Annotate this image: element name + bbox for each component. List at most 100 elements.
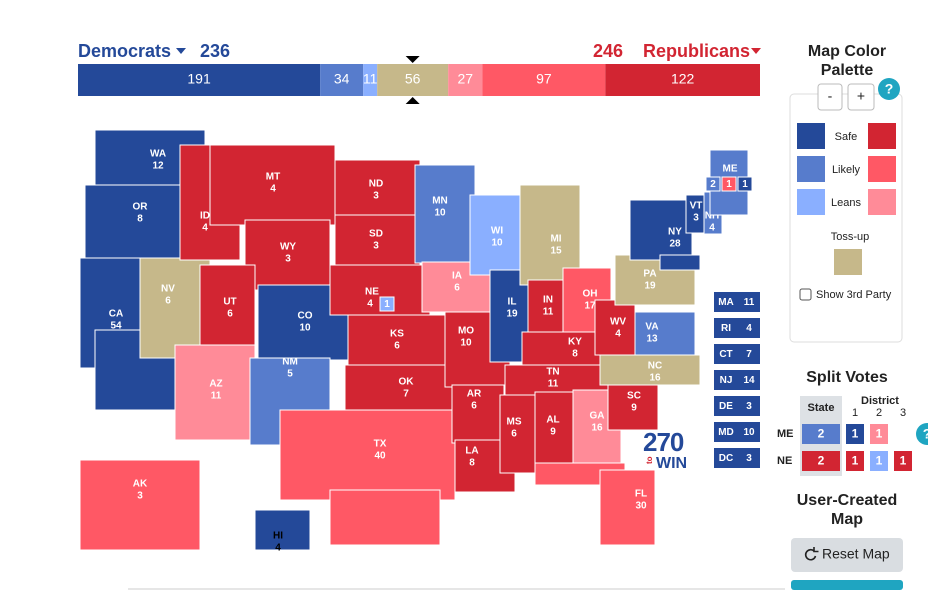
split-cell[interactable] <box>846 424 864 444</box>
rep-label[interactable]: Republicans <box>643 41 750 61</box>
small-state-box[interactable] <box>714 344 760 364</box>
state[interactable]: AK3 <box>79 459 201 551</box>
bar-segment[interactable] <box>482 64 606 96</box>
state[interactable]: WY3 <box>244 219 331 291</box>
small-state-box[interactable] <box>714 448 760 468</box>
third-party-checkbox[interactable] <box>799 288 812 301</box>
dem-swatch[interactable] <box>797 123 825 149</box>
small-state-box[interactable] <box>714 370 760 390</box>
rep-swatch[interactable] <box>868 189 896 215</box>
state[interactable]: OR8 <box>84 184 196 261</box>
state-shape[interactable] <box>199 264 256 346</box>
dem-swatch[interactable] <box>797 189 825 215</box>
split-cell[interactable] <box>846 451 864 471</box>
state[interactable]: HI4 <box>254 509 311 554</box>
plus-label[interactable]: + <box>857 88 865 104</box>
plus-button[interactable] <box>847 83 875 111</box>
rep-swatch[interactable] <box>868 156 896 182</box>
state-shape[interactable] <box>79 459 201 551</box>
third-party-label[interactable]: Show 3rd Party <box>816 289 892 301</box>
state-shape[interactable] <box>599 354 701 386</box>
bar-segment[interactable] <box>363 64 378 96</box>
help-button[interactable] <box>878 78 900 100</box>
state-shape[interactable] <box>209 144 336 226</box>
help-button[interactable] <box>916 423 928 445</box>
state[interactable]: MT4 <box>209 144 336 226</box>
help-label[interactable]: ? <box>885 81 894 97</box>
state[interactable]: AR6 <box>451 384 505 444</box>
bar-segment[interactable] <box>448 64 483 96</box>
reset-button[interactable] <box>791 538 903 572</box>
state-shape[interactable] <box>334 159 421 216</box>
minus-button[interactable] <box>817 83 843 111</box>
dem-label[interactable]: Democrats <box>78 41 171 61</box>
state[interactable]: VT3 <box>685 194 705 234</box>
tossup-swatch[interactable] <box>834 249 862 275</box>
state[interactable]: AL9 <box>534 391 574 475</box>
split-cell-ev: 1 <box>852 454 859 468</box>
small-state-box[interactable] <box>714 396 760 416</box>
state[interactable]: SD3 <box>334 214 421 266</box>
rep-swatch[interactable] <box>868 123 896 149</box>
split-cell[interactable] <box>802 424 840 444</box>
bar-segment[interactable] <box>605 64 760 96</box>
bar-segment[interactable] <box>377 64 449 96</box>
small-state-box[interactable] <box>714 318 760 338</box>
state-shape[interactable] <box>344 364 461 411</box>
district-box[interactable] <box>705 176 721 192</box>
state-shape[interactable] <box>347 314 454 366</box>
reset-label[interactable]: Reset Map <box>822 546 890 562</box>
state[interactable]: MS6 <box>499 394 536 474</box>
state[interactable]: NE4 1 <box>329 264 431 316</box>
state-shape[interactable] <box>329 489 441 546</box>
state[interactable]: WV4 <box>594 299 636 356</box>
district-box[interactable] <box>737 176 753 192</box>
state[interactable]: UT6 <box>199 264 256 346</box>
state[interactable]: ME2 1 1 <box>705 149 753 216</box>
state-shape[interactable] <box>139 257 211 359</box>
split-cell[interactable] <box>870 424 888 444</box>
small-state-ev: 11 <box>744 297 755 308</box>
state-shape[interactable] <box>534 391 574 475</box>
state-shape[interactable] <box>504 364 616 396</box>
state-shape[interactable] <box>594 299 636 356</box>
state-shape[interactable] <box>254 509 311 551</box>
state-shape[interactable] <box>244 219 331 291</box>
district-box[interactable] <box>379 296 395 312</box>
state-shape[interactable] <box>629 199 693 261</box>
state[interactable]: OK7 <box>344 364 461 411</box>
split-cell[interactable] <box>894 451 912 471</box>
state[interactable]: SC9 <box>607 384 659 431</box>
state[interactable]: KS6 <box>347 314 454 366</box>
next-button[interactable] <box>791 580 903 590</box>
help-label[interactable]: ? <box>923 426 928 442</box>
split-cell[interactable] <box>870 451 888 471</box>
state-shape[interactable] <box>499 394 536 474</box>
minus-label[interactable]: - <box>828 88 833 104</box>
state-shape[interactable] <box>279 409 456 501</box>
bar-segment[interactable] <box>320 64 364 96</box>
split-cell[interactable] <box>802 451 840 471</box>
dem-swatch[interactable] <box>797 156 825 182</box>
small-state-box[interactable] <box>714 422 760 442</box>
state-shape[interactable] <box>174 344 256 441</box>
state-shape[interactable] <box>607 384 659 431</box>
state[interactable]: ND3 <box>334 159 421 216</box>
district-box[interactable] <box>721 176 737 192</box>
bar-segment[interactable] <box>78 64 321 96</box>
state-shape[interactable] <box>599 469 656 546</box>
small-state-box[interactable] <box>714 292 760 312</box>
state[interactable]: NV6 <box>139 257 211 359</box>
state-shape[interactable] <box>659 254 701 271</box>
